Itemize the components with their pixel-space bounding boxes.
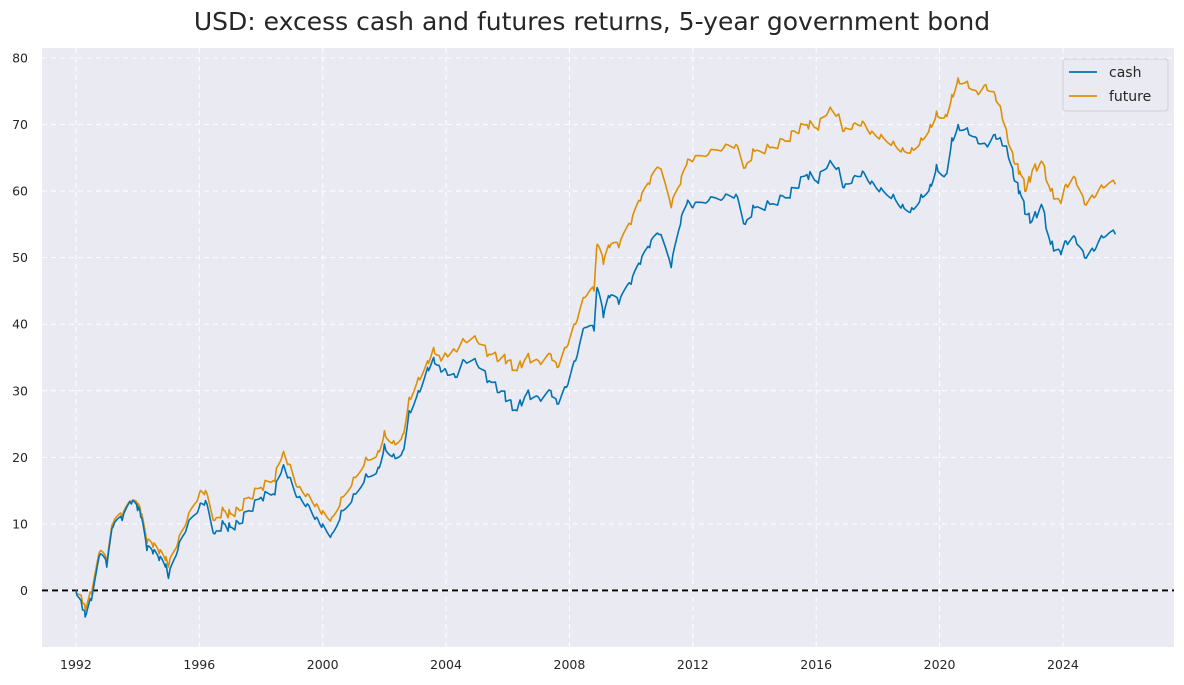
x-tick-label: 2020 xyxy=(924,657,956,672)
x-tick-label: 2016 xyxy=(800,657,832,672)
y-tick-label: 80 xyxy=(12,50,28,65)
legend-label-future: future xyxy=(1109,89,1151,105)
x-tick-label: 2012 xyxy=(677,657,709,672)
series-line-future xyxy=(75,77,1117,612)
x-tick-label: 2008 xyxy=(554,657,586,672)
chart-title: USD: excess cash and futures returns, 5-… xyxy=(194,7,990,36)
x-tick-label: 2000 xyxy=(307,657,339,672)
legend-label-cash: cash xyxy=(1109,65,1141,81)
y-axis-ticks: 0 10 20 30 40 50 60 70 80 xyxy=(12,50,28,597)
x-tick-label: 2024 xyxy=(1047,657,1079,672)
y-tick-label: 20 xyxy=(12,450,28,465)
y-tick-label: 10 xyxy=(12,516,28,531)
x-tick-label: 1996 xyxy=(183,657,215,672)
x-axis-ticks: 1992 1996 2000 2004 2008 2012 2016 2020 2024 xyxy=(60,657,1079,672)
y-tick-label: 30 xyxy=(12,383,28,398)
y-tick-label: 50 xyxy=(12,250,28,265)
series-line-cash xyxy=(75,123,1117,618)
plot-background xyxy=(42,48,1174,647)
y-tick-label: 70 xyxy=(12,117,28,132)
grid-lines xyxy=(42,48,1174,647)
x-tick-label: 1992 xyxy=(60,657,92,672)
legend: cash future xyxy=(1062,58,1169,112)
series-layer xyxy=(75,77,1117,618)
y-tick-label: 60 xyxy=(12,184,28,199)
y-tick-label: 40 xyxy=(12,317,28,332)
y-tick-label: 0 xyxy=(20,583,28,598)
x-tick-label: 2004 xyxy=(430,657,462,672)
